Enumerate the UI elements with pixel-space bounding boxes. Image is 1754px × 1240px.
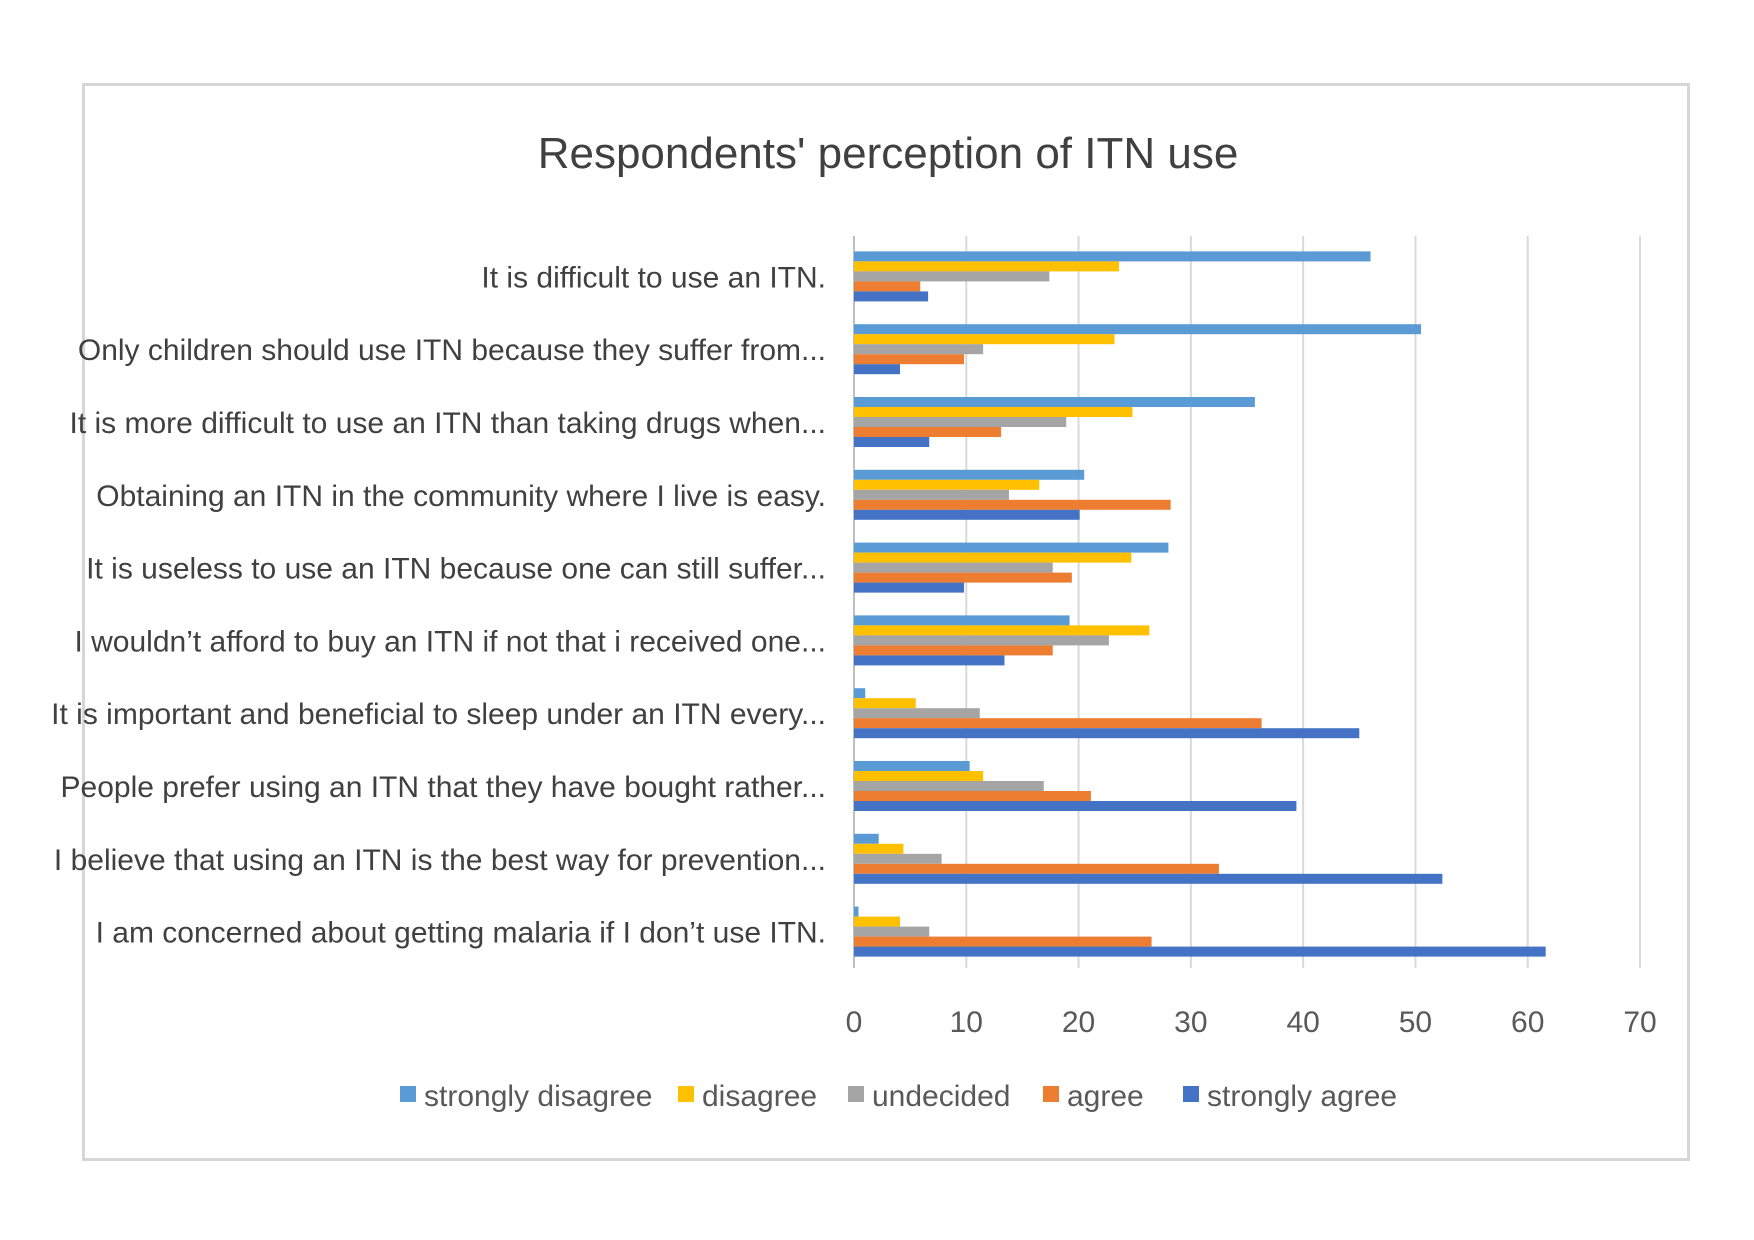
bar-strongly-agree-cat-3: [854, 509, 1080, 520]
bar-agree-cat-6: [854, 718, 1262, 729]
bar-strongly-disagree-cat-2: [854, 397, 1255, 407]
bar-strongly-disagree-cat-6: [854, 688, 866, 699]
bar-disagree-cat-1: [854, 334, 1115, 345]
category-label-5: I wouldn’t afford to buy an ITN if not t…: [74, 625, 826, 658]
bar-agree-cat-3: [854, 499, 1171, 510]
bar-strongly-disagree-cat-7: [854, 761, 970, 771]
category-label-6: It is important and beneficial to sleep …: [51, 698, 826, 731]
bar-strongly-disagree-cat-1: [854, 324, 1422, 335]
bar-agree-cat-9: [854, 936, 1152, 947]
bar-disagree-cat-7: [854, 771, 984, 781]
x-tick-label-70: 70: [1623, 1006, 1656, 1039]
bar-agree-cat-0: [854, 281, 921, 292]
bar-agree-cat-5: [854, 645, 1053, 656]
bar-undecided-cat-2: [854, 417, 1067, 427]
legend: strongly disagree disagree undecided agree s…: [400, 1080, 1397, 1113]
legend-swatch-undecided: [848, 1086, 864, 1102]
x-tick-label-0: 0: [846, 1006, 863, 1039]
category-label-1: Only children should use ITN because the…: [78, 334, 826, 367]
category-label-8: I believe that using an ITN is the best …: [54, 844, 826, 877]
bar-agree-cat-7: [854, 791, 1091, 801]
legend-swatch-disagree: [678, 1086, 694, 1102]
bar-undecided-cat-4: [854, 562, 1053, 573]
legend-label-disagree: disagree: [702, 1080, 817, 1113]
bar-strongly-agree-cat-7: [854, 801, 1297, 811]
x-tick-label-60: 60: [1511, 1006, 1544, 1039]
bar-disagree-cat-8: [854, 843, 904, 854]
bar-strongly-agree-cat-2: [854, 437, 930, 447]
bar-strongly-agree-cat-9: [854, 946, 1546, 957]
x-axis-tick-labels: 0 10 20 30 40 50 60 70: [846, 1006, 1657, 1039]
category-label-0: It is difficult to use an ITN.: [481, 261, 826, 294]
bar-disagree-cat-9: [854, 916, 901, 927]
category-label-7: People prefer using an ITN that they hav…: [61, 771, 826, 804]
bar-strongly-disagree-cat-5: [854, 615, 1070, 626]
bar-undecided-cat-9: [854, 926, 930, 937]
bar-disagree-cat-0: [854, 261, 1119, 272]
category-labels: It is difficult to use an ITN. Only child…: [51, 261, 826, 949]
bar-undecided-cat-0: [854, 271, 1050, 282]
bar-undecided-cat-5: [854, 635, 1109, 646]
bar-strongly-disagree-cat-9: [854, 906, 859, 917]
legend-label-strongly-disagree: strongly disagree: [424, 1080, 652, 1113]
bar-strongly-agree-cat-6: [854, 728, 1360, 739]
legend-swatch-agree: [1043, 1086, 1059, 1102]
bar-strongly-agree-cat-1: [854, 364, 901, 375]
bar-undecided-cat-3: [854, 489, 1009, 500]
category-label-4: It is useless to use an ITN because one …: [86, 553, 826, 586]
legend-swatch-strongly-agree: [1183, 1086, 1199, 1102]
category-label-9: I am concerned about getting malaria if …: [96, 917, 826, 950]
bar-agree-cat-1: [854, 354, 965, 365]
bar-agree-cat-4: [854, 572, 1072, 583]
legend-label-strongly-agree: strongly agree: [1207, 1080, 1397, 1113]
bar-undecided-cat-1: [854, 344, 984, 355]
x-tick-label-40: 40: [1286, 1006, 1319, 1039]
bar-strongly-agree-cat-8: [854, 873, 1443, 884]
x-tick-label-20: 20: [1062, 1006, 1095, 1039]
legend-label-agree: agree: [1067, 1080, 1144, 1113]
bar-disagree-cat-6: [854, 698, 916, 709]
x-tick-label-10: 10: [950, 1006, 983, 1039]
bar-strongly-disagree-cat-4: [854, 542, 1169, 553]
chart-title: Respondents' perception of ITN use: [538, 129, 1239, 178]
bar-agree-cat-8: [854, 863, 1219, 874]
x-tick-label-50: 50: [1399, 1006, 1432, 1039]
bar-strongly-disagree-cat-0: [854, 251, 1371, 262]
legend-swatch-strongly-disagree: [400, 1086, 416, 1102]
bar-strongly-agree-cat-4: [854, 582, 965, 593]
bar-undecided-cat-7: [854, 781, 1044, 791]
bar-disagree-cat-3: [854, 479, 1040, 490]
bar-strongly-agree-cat-0: [854, 291, 929, 302]
bar-undecided-cat-8: [854, 853, 942, 864]
bar-strongly-disagree-cat-8: [854, 833, 879, 844]
category-label-2: It is more difficult to use an ITN than …: [70, 407, 827, 440]
bar-strongly-agree-cat-5: [854, 655, 1005, 666]
x-tick-label-30: 30: [1174, 1006, 1207, 1039]
bar-disagree-cat-5: [854, 625, 1150, 636]
bar-undecided-cat-6: [854, 708, 980, 719]
category-label-3: Obtaining an ITN in the community where …: [96, 480, 826, 513]
bar-disagree-cat-2: [854, 407, 1133, 417]
bars: [854, 251, 1546, 957]
legend-label-undecided: undecided: [872, 1080, 1010, 1113]
bar-agree-cat-2: [854, 427, 1002, 437]
bar-strongly-disagree-cat-3: [854, 469, 1085, 480]
bar-disagree-cat-4: [854, 552, 1132, 563]
